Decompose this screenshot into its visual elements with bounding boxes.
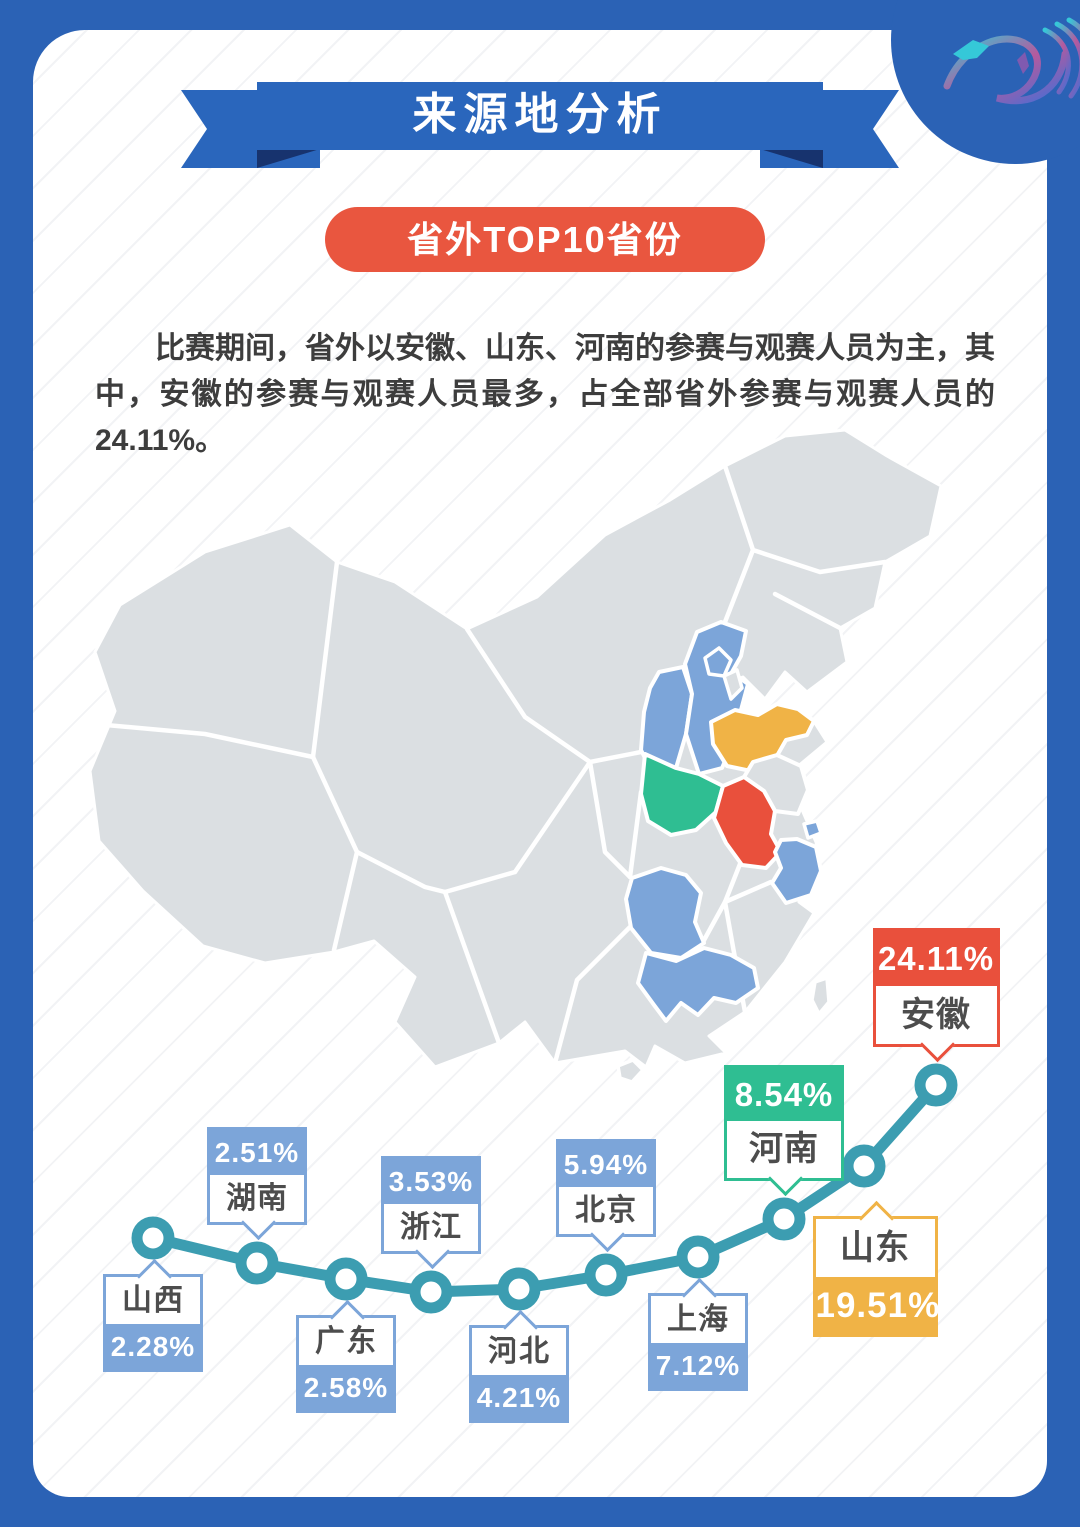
callout-henan: 8.54% 河南: [724, 1065, 844, 1197]
map-internal-borders: [92, 463, 888, 1066]
callout-hunan: 2.51% 湖南: [207, 1127, 307, 1241]
map-island-hainan: [616, 1058, 645, 1084]
callout-province: 上海: [651, 1296, 745, 1343]
callout-value: 2.58%: [299, 1365, 393, 1410]
callout-value: 4.21%: [472, 1375, 566, 1420]
ribbon-band: [257, 82, 823, 150]
ribbon-right-fold: [760, 149, 823, 168]
callout-hebei: 河北 4.21%: [469, 1309, 569, 1423]
callout-anhui: 24.11% 安徽: [872, 928, 1000, 1063]
callout-zhejiang: 3.53% 浙江: [381, 1156, 481, 1270]
callout-guangdong: 广东 2.58%: [296, 1299, 396, 1413]
callout-value: 2.28%: [106, 1324, 200, 1369]
map-province-shandong: [709, 702, 816, 773]
section-badge: 省外TOP10省份: [325, 207, 765, 272]
event-logo-circle: [891, 0, 1080, 164]
callout-value: 5.94%: [559, 1142, 653, 1187]
callout-shanghai: 上海 7.12%: [648, 1277, 748, 1391]
callout-shanxi: 山西 2.28%: [103, 1258, 203, 1372]
callout-value: 19.51%: [815, 1277, 939, 1334]
map-mainland: [88, 428, 943, 1069]
callout-value: 8.54%: [727, 1068, 841, 1121]
callout-value: 7.12%: [651, 1343, 745, 1388]
callout-value: 24.11%: [875, 931, 997, 986]
map-province-tianjin: [722, 668, 744, 701]
map-island-taiwan: [810, 976, 831, 1016]
dragon-boat-logo-icon: [943, 17, 1080, 105]
callout-value: 2.51%: [210, 1130, 304, 1175]
callout-value: 3.53%: [384, 1159, 478, 1204]
map-province-shanghai: [802, 819, 823, 840]
page-title: 来源地分析: [412, 90, 668, 139]
intro-paragraph: 比赛期间，省外以安徽、山东、河南的参赛与观赛人员为主，其中，安徽的参赛与观赛人员…: [95, 332, 995, 457]
map-province-guangdong: [636, 946, 760, 1023]
callout-shandong: 山东 19.51%: [812, 1200, 939, 1337]
ribbon-left-fold: [257, 149, 320, 168]
map-province-hunan: [624, 866, 706, 960]
map-province-beijing: [703, 646, 733, 678]
china-map: [88, 428, 943, 1084]
title-ribbon: [181, 82, 899, 168]
map-province-zhejiang: [770, 837, 823, 905]
callout-beijing: 5.94% 北京: [556, 1139, 656, 1253]
